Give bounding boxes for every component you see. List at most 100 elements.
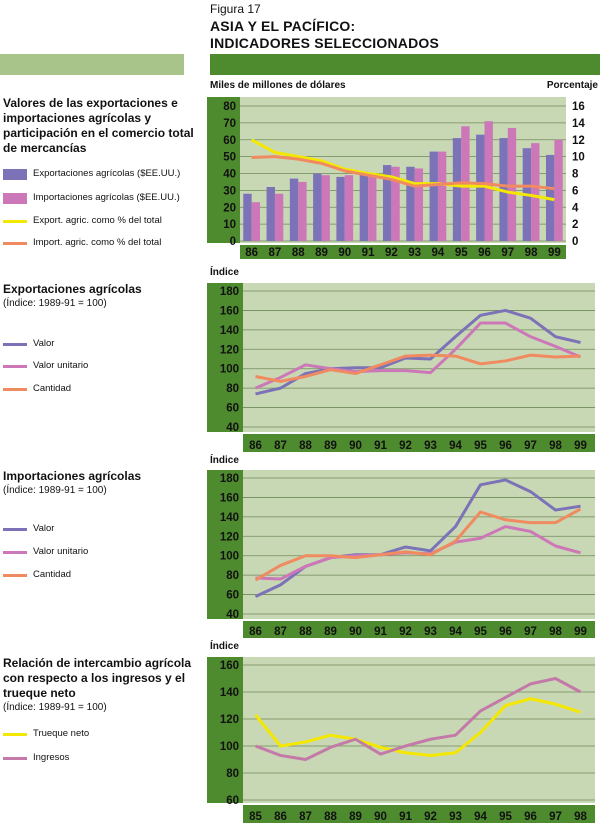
y-tick-label: 180 [220, 473, 239, 485]
y-tick-label: 100 [220, 741, 239, 753]
legend-swatch [3, 219, 27, 223]
legend-label: Valor unitario [33, 360, 89, 371]
y-tick-label: 160 [220, 492, 239, 504]
y-tick-label: 140 [220, 687, 239, 699]
title-line-2: INDICADORES SELECCIONADOS [210, 35, 440, 51]
legend-swatch [3, 192, 27, 204]
y-tick-label: 140 [220, 512, 239, 524]
series-line [254, 697, 581, 757]
x-axis-band [243, 434, 595, 452]
bar [359, 171, 369, 241]
y-tick-label: 50 [223, 152, 236, 164]
figure-label: Figura 17 [210, 2, 261, 16]
x-tick-label: 91 [374, 626, 387, 638]
x-tick-label: 92 [399, 626, 412, 638]
bar [266, 187, 275, 241]
series-line [251, 155, 555, 191]
y-tick-label: 120 [220, 344, 239, 356]
bar [531, 143, 540, 241]
legend-item: Exportaciones agrícolas ($EE.UU.) [3, 168, 180, 180]
y2-tick-label: 10 [572, 152, 585, 164]
x-tick-label: 88 [324, 811, 337, 823]
bar [243, 193, 252, 241]
x-axis-band [243, 621, 595, 638]
y-tick-label: 70 [223, 118, 236, 130]
x-tick-label: 90 [349, 440, 362, 452]
legend-swatch [3, 550, 27, 554]
series-line [250, 138, 555, 202]
x-tick-label: 95 [474, 440, 487, 452]
legend-label: Importaciones agrícolas ($EE.UU.) [33, 192, 180, 203]
y-tick-label: 120 [220, 531, 239, 543]
y2-tick-label: 4 [572, 202, 579, 214]
plot-area [240, 97, 566, 243]
x-tick-label: 94 [474, 811, 487, 823]
bar [344, 175, 354, 241]
legend-item: Importaciones agrícolas ($EE.UU.) [3, 192, 180, 204]
figure-title: ASIA Y EL PACÍFICO: INDICADORES SELECCIO… [210, 18, 439, 52]
y2-tick-label: 6 [572, 185, 578, 197]
legend-label: Ingresos [33, 752, 70, 763]
x-axis-band [240, 245, 566, 259]
y-tick-label: 80 [226, 768, 239, 780]
y-tick-label: 160 [220, 305, 239, 317]
x-tick-label: 91 [374, 440, 387, 452]
bar [476, 134, 485, 241]
x-tick-label: 98 [549, 626, 562, 638]
legend-swatch [3, 527, 27, 531]
decor-bar-left [0, 54, 184, 75]
decor-bar-right [210, 54, 600, 75]
x-tick-label: 86 [249, 626, 262, 638]
legend-item: Ingresos [3, 752, 69, 764]
x-tick-label: 88 [299, 626, 312, 638]
x-tick-label: 90 [374, 811, 387, 823]
y-tick-label: 20 [223, 202, 236, 214]
y-tick-label: 60 [226, 590, 239, 602]
y2-tick-label: 8 [572, 169, 579, 181]
x-tick-label: 98 [549, 440, 562, 452]
y-tick-label: 160 [220, 660, 239, 672]
x-tick-label: 97 [524, 626, 537, 638]
x-tick-label: 88 [292, 247, 305, 259]
bar [368, 175, 377, 241]
bar [507, 127, 517, 241]
bar [313, 173, 322, 241]
x-tick-label: 93 [449, 811, 462, 823]
x-tick-label: 86 [245, 247, 258, 259]
y-tick-label: 100 [220, 551, 239, 563]
y2-tick-label: 0 [572, 236, 578, 248]
x-tick-label: 86 [249, 440, 262, 452]
x-tick-label: 92 [424, 811, 437, 823]
legend-label: Cantidad [33, 569, 72, 580]
x-tick-label: 95 [474, 626, 487, 638]
x-tick-label: 98 [525, 247, 538, 259]
y-tick-label: 40 [226, 609, 239, 621]
y-axis-band [207, 657, 243, 803]
bar [298, 181, 307, 241]
section-subtitle: (Índice: 1989-91 = 100) [3, 485, 107, 496]
legend-swatch [3, 732, 27, 736]
y-tick-label: 100 [220, 364, 239, 376]
section-1-title: Valores de las exportaciones e importaci… [3, 96, 194, 155]
section-subtitle: (Índice: 1989-91 = 100) [3, 298, 107, 309]
y-tick-label: 80 [223, 101, 236, 113]
x-tick-label: 89 [324, 440, 337, 452]
x-tick-label: 91 [362, 247, 375, 259]
bar [251, 202, 261, 241]
y-axis-label: Índice [210, 455, 239, 466]
bar [554, 139, 563, 241]
x-tick-label: 85 [249, 811, 262, 823]
plot-area [243, 657, 595, 803]
x-tick-label: 87 [274, 626, 287, 638]
x-tick-label: 89 [315, 247, 328, 259]
bar [382, 165, 392, 241]
legend-swatch [3, 364, 27, 368]
section-title: Relación de intercambio agrícola con res… [3, 656, 192, 700]
x-tick-label: 92 [399, 440, 412, 452]
bar [274, 193, 284, 241]
y-axis-label: Miles de millones de dólares [210, 80, 346, 91]
y-axis-band [207, 470, 243, 619]
bar [429, 151, 438, 241]
y2-tick-label: 12 [572, 135, 585, 147]
section-3-title: Importaciones agrícolas (Índice: 1989-91 … [3, 469, 201, 497]
